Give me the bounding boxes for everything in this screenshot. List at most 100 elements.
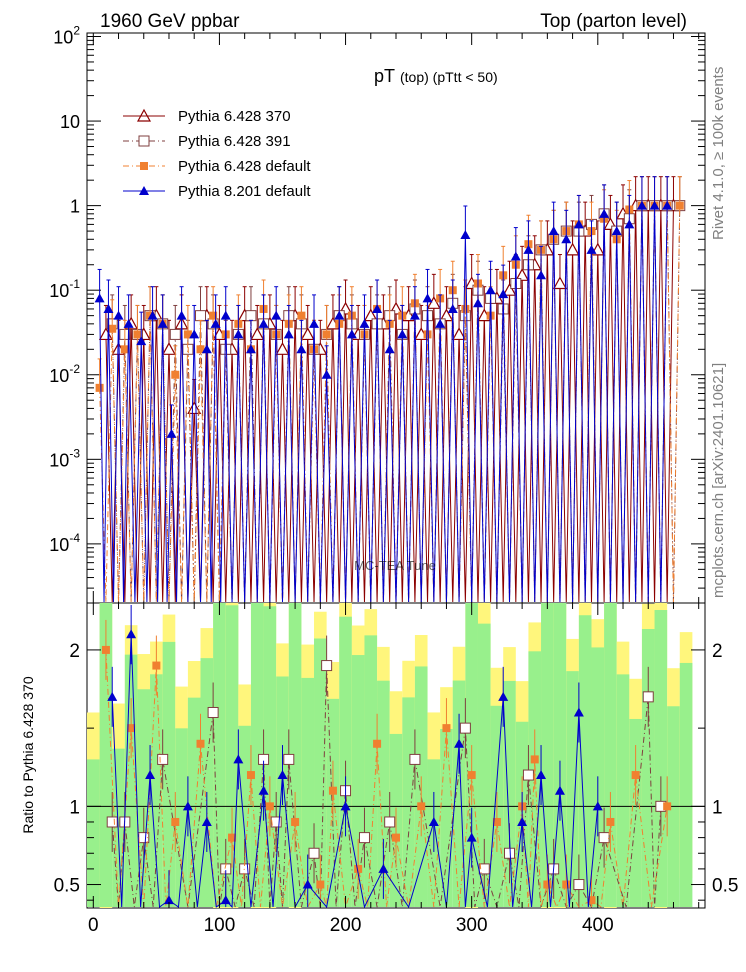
y-tick-label: 102 (53, 24, 80, 48)
main-series-line (99, 205, 668, 603)
ratio-data-point (107, 691, 118, 701)
data-point (309, 318, 320, 328)
ratio-y-tick-label: 2 (69, 641, 80, 662)
data-point (372, 303, 383, 313)
ratio-data-point (127, 724, 136, 733)
data-point (183, 330, 192, 339)
data-point (649, 200, 660, 210)
ratio-series (101, 605, 672, 909)
data-point (201, 344, 212, 354)
ratio-data-point (554, 785, 565, 795)
ratio-band-green (150, 674, 163, 907)
x-tick-label: 300 (456, 915, 488, 936)
ratio-data-point (106, 816, 118, 828)
ratio-data-point (316, 880, 325, 889)
ratio-data-point (378, 863, 389, 873)
data-point (423, 330, 432, 339)
ratio-data-point (428, 816, 439, 826)
filled-square-marker (140, 162, 148, 170)
ratio-band-green (200, 658, 214, 907)
ratio-band-green (124, 654, 138, 907)
legend-label-p8-default: Pythia 8.201 default (178, 183, 311, 200)
data-point (189, 329, 200, 339)
data-point (283, 329, 294, 339)
data-point (662, 200, 673, 210)
legend-entry-p6-default: Pythia 6.428 default (123, 158, 311, 175)
data-point (435, 318, 446, 328)
ratio-ticks (87, 603, 705, 908)
ratio-data-point (171, 817, 180, 826)
ratio-data-point (409, 753, 421, 765)
data-point (196, 345, 205, 354)
data-point (123, 318, 134, 328)
ratio-data-point (459, 722, 471, 734)
ratio-y-tick-label-right: 1 (712, 797, 723, 818)
data-point (169, 328, 181, 340)
filled-triangle-marker (139, 186, 149, 195)
rivet-label: Rivet 4.1.0, ≥ 100k events (710, 67, 727, 240)
ratio-band-green (377, 680, 390, 907)
data-point (94, 293, 105, 303)
data-point (498, 289, 509, 299)
ratio-data-point (321, 660, 333, 672)
data-point (161, 342, 176, 355)
ratio-data-point (442, 724, 451, 733)
ratio-data-point (101, 645, 110, 654)
data-point (233, 329, 244, 339)
ratio-uncertainty-bands (87, 603, 705, 908)
ratio-band-green (452, 680, 466, 907)
main-y-tick-labels: 102 10 1 10-1 10-2 10-3 10-4 (49, 24, 80, 555)
data-point (346, 329, 357, 339)
ratio-data-point (606, 817, 615, 826)
data-point (447, 303, 458, 313)
data-point (310, 345, 319, 354)
ratio-data-point (384, 816, 396, 828)
ratio-band-green (629, 718, 642, 907)
data-point (452, 327, 467, 341)
data-point (359, 318, 370, 328)
data-point (220, 310, 231, 320)
ratio-data-point (220, 895, 231, 905)
data-point (565, 242, 580, 256)
ratio-band-green (175, 728, 188, 907)
ratio-data-point (126, 629, 137, 639)
data-point (322, 330, 331, 339)
mcplots-label: mcplots.cern.ch [arXiv:2401.10621] (710, 363, 727, 598)
ratio-band-green (187, 697, 201, 907)
chart-title-main: pT (374, 66, 395, 86)
ratio-data-point (246, 771, 255, 780)
ratio-band-green (137, 689, 151, 907)
ratio-data-point (270, 816, 282, 828)
data-point (624, 219, 635, 229)
ratio-y-tick-label: 0.5 (54, 876, 80, 897)
data-point (599, 208, 610, 218)
data-point (426, 296, 441, 309)
data-point (561, 234, 572, 244)
ratio-data-point (277, 770, 288, 780)
data-point (472, 298, 483, 308)
ratio-data-point (467, 771, 476, 780)
data-point (502, 282, 517, 296)
x-tick-label: 0 (88, 915, 99, 936)
data-point (485, 285, 496, 295)
ratio-data-point (340, 801, 351, 811)
ratio-ylabel: Ratio to Pythia 6.428 370 (20, 676, 36, 833)
main-series (94, 176, 686, 603)
x-tick-label: 200 (330, 915, 362, 936)
y-tick-label: 1 (70, 197, 80, 217)
ratio-band-green (553, 603, 567, 907)
ratio-data-point (492, 817, 501, 826)
data-point (120, 345, 129, 354)
ratio-data-point (373, 739, 382, 748)
y-tick-label: 10-2 (49, 362, 80, 386)
data-point (523, 244, 534, 254)
open-square-marker (138, 135, 150, 147)
ratio-data-point (145, 770, 156, 780)
data-point (536, 270, 547, 280)
x-tick-label: 100 (204, 915, 236, 936)
ratio-data-point (642, 691, 654, 703)
ratio-data-point (302, 879, 313, 889)
ratio-data-point (328, 786, 337, 795)
data-point (187, 401, 202, 415)
ratio-data-point (308, 847, 320, 859)
